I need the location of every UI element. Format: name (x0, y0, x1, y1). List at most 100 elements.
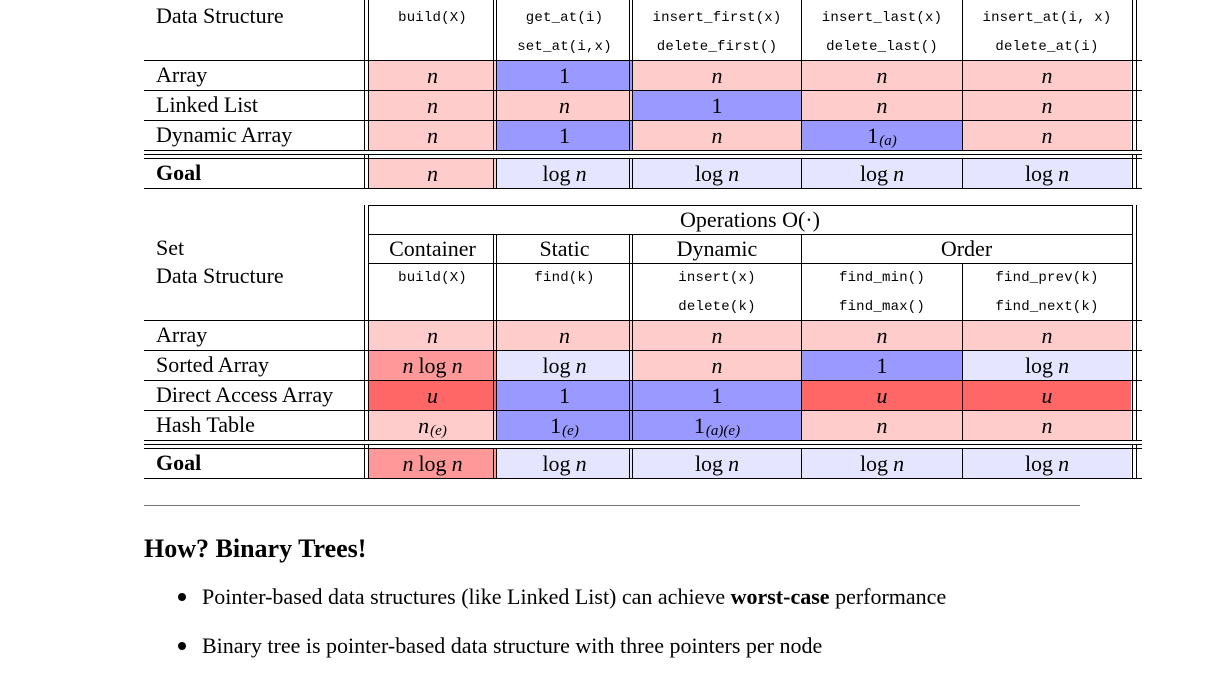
table-rule (364, 444, 365, 478)
set-row-cell: n (802, 321, 962, 350)
sequence-row-cell: n (369, 91, 496, 120)
sequence-row-label: Dynamic Array (156, 122, 293, 147)
set-row-label: Sorted Array (156, 352, 270, 377)
sequence-row-cell: 1 (497, 121, 632, 150)
operation-name: build(X) (398, 269, 467, 286)
table-rule (368, 0, 369, 150)
table-rule (364, 154, 365, 188)
table-rule (629, 158, 630, 188)
table-rule (801, 234, 802, 440)
table-rule (144, 478, 1142, 479)
table-rule (144, 444, 1142, 445)
sequence-goal-row-cell: log n (963, 159, 1131, 188)
set-row-cell: 1 (e) (497, 411, 632, 440)
operations-title: Operations O(·) (369, 205, 1131, 234)
table-rule (144, 158, 1142, 159)
sequence-row-cell: n (633, 121, 801, 150)
sequence-goal-row-label: Goal (156, 160, 202, 185)
set-row-cell: u (369, 381, 496, 410)
operation-name: find_prev(k) (995, 269, 1099, 286)
table-rule (144, 380, 1142, 381)
table-rule (1132, 205, 1133, 440)
sequence-row-cell: n (369, 61, 496, 90)
operation-name: insert(x) (678, 269, 756, 286)
table-rule (629, 448, 630, 478)
set-row-label: Hash Table (156, 412, 255, 437)
table-rule (144, 440, 1142, 441)
sequence-complexity-table: Data Structure build(X) get_at(i) set_at(i,… (144, 0, 1142, 190)
bullet-item-2: Binary tree is pointer-based data struct… (178, 633, 822, 659)
operation-group-header: Order (940, 235, 993, 261)
bullet-text: Pointer-based data structures (like Link… (202, 584, 947, 609)
operation-group-header: Static (539, 235, 590, 261)
operation-group-header: Container (389, 235, 476, 261)
sequence-row-cell: n (802, 61, 962, 90)
table-rule (144, 120, 1142, 121)
set-goal-row-cell: n log n (369, 449, 496, 478)
set-row-cell: n (963, 321, 1131, 350)
table-rule (144, 320, 1142, 321)
operation-name: find_min() (838, 269, 925, 286)
operation-name: insert_first(x) (652, 9, 782, 26)
table-rule (144, 90, 1142, 91)
operation-name: set_at(i,x) (517, 38, 612, 55)
set-row-cell: n (633, 351, 801, 380)
table-rule (496, 0, 497, 150)
sequence-row-cell: n (497, 91, 632, 120)
table-rule (496, 158, 497, 188)
table-rule (801, 0, 802, 150)
operation-name: find(k) (534, 269, 595, 286)
table-rule (144, 188, 1142, 189)
operation-name: get_at(i) (525, 9, 604, 26)
bullet-dot-icon (178, 593, 186, 601)
set-row-cell: n (497, 321, 632, 350)
sequence-goal-row-cell: n (369, 159, 496, 188)
set-row-cell: 1 (a)(e) (633, 411, 801, 440)
table-rule (1132, 154, 1133, 188)
set-row-cell: 1 (497, 381, 632, 410)
sequence-row-cell: 1 (497, 61, 632, 90)
operation-name: delete_at(i) (995, 38, 1099, 55)
set-complexity-table: Operations O(·) Container Static Dynamic Ord… (144, 205, 1142, 480)
set-row-cell: log n (963, 351, 1131, 380)
section-heading: How? Binary Trees! (144, 534, 367, 563)
table-rule (493, 0, 494, 150)
table-rule (368, 444, 369, 478)
operation-group-header: Dynamic (676, 235, 758, 261)
table-rule (632, 234, 633, 440)
set-goal-row-label: Goal (156, 450, 202, 475)
table-rule (801, 448, 802, 478)
table-rule (962, 263, 963, 440)
set-row-cell: u (802, 381, 962, 410)
table-rule (493, 234, 494, 440)
operation-name: delete_last() (826, 38, 938, 55)
table-rule (493, 158, 494, 188)
bullet-dot-icon (178, 642, 186, 650)
set-row-cell: log n (497, 351, 632, 380)
set-goal-row-cell: log n (497, 449, 632, 478)
table-rule (144, 410, 1142, 411)
set-goal-row-cell: log n (633, 449, 801, 478)
set-row-label: Array (156, 322, 208, 347)
operations-title-text: Operations O(·) (680, 206, 820, 232)
table-rule (144, 60, 1142, 61)
table-rule (801, 158, 802, 188)
operation-name: insert_at(i, x) (982, 9, 1112, 26)
table-rule (493, 448, 494, 478)
sequence-goal-row-cell: log n (497, 159, 632, 188)
operation-name: delete(k) (678, 298, 756, 315)
data-structure-header: Data Structure (156, 263, 284, 288)
set-row-cell: 1 (802, 351, 962, 380)
table-rule (1132, 444, 1133, 478)
table-rule (1136, 205, 1137, 440)
bullet-text: Binary tree is pointer-based data struct… (202, 633, 823, 658)
set-row-cell: n log n (369, 351, 496, 380)
operation-name: build(X) (398, 9, 467, 26)
sequence-row-cell: n (802, 91, 962, 120)
set-goal-row-cell: log n (802, 449, 962, 478)
sequence-row-label: Linked List (156, 92, 259, 117)
sequence-row-cell: n (633, 61, 801, 90)
table-rule (364, 205, 365, 440)
sequence-row-cell: n (369, 121, 496, 150)
table-rule (632, 0, 633, 150)
